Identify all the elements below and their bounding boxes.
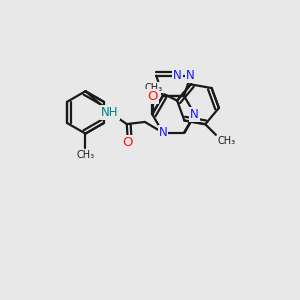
Text: CH₃: CH₃: [145, 83, 163, 93]
Text: O: O: [123, 136, 133, 148]
Text: CH₃: CH₃: [217, 136, 236, 146]
Text: O: O: [147, 90, 158, 103]
Text: N: N: [158, 126, 167, 139]
Text: N: N: [190, 108, 199, 121]
Text: N: N: [186, 69, 195, 82]
Text: N: N: [173, 69, 182, 82]
Text: NH: NH: [101, 106, 118, 119]
Text: CH₃: CH₃: [76, 150, 94, 160]
